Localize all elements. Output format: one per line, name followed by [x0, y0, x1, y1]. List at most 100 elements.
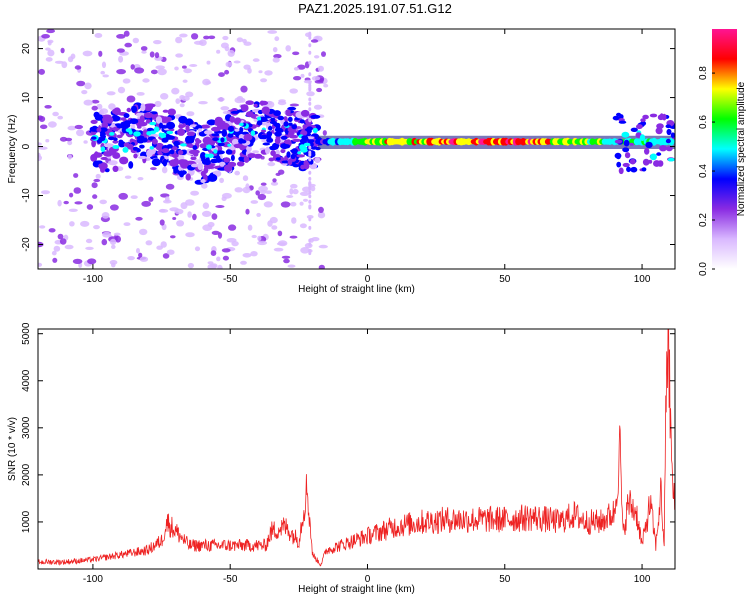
heatmap-cell — [207, 153, 214, 159]
heatmap-cell — [137, 177, 144, 181]
heatmap-cell — [60, 47, 65, 54]
heatmap-cell — [38, 142, 42, 146]
heatmap-cell — [230, 110, 240, 114]
heatmap-cell — [670, 132, 675, 138]
heatmap-cell — [185, 124, 190, 133]
heatmap-cell — [207, 261, 214, 265]
heatmap-cell — [153, 40, 162, 45]
heatmap-cell — [178, 115, 188, 124]
heatmap-cell — [51, 250, 57, 256]
heatmap-cell — [180, 143, 187, 147]
heatmap-cell — [626, 166, 631, 173]
heatmap-cell — [40, 124, 48, 130]
heatmap-cell — [109, 238, 117, 245]
heatmap-cell — [179, 170, 185, 178]
heatmap-cell — [318, 264, 325, 269]
heatmap-cell — [81, 90, 88, 95]
heatmap-cell — [616, 112, 622, 117]
heatmap-cell — [630, 127, 638, 132]
heatmap-cell — [38, 154, 42, 162]
heatmap-cell — [308, 72, 312, 77]
heatmap-cell — [221, 196, 227, 202]
heatmap-cell — [221, 129, 228, 138]
heatmap-cell — [139, 256, 149, 262]
heatmap-cell — [132, 146, 139, 151]
heatmap-cell — [287, 106, 297, 111]
heatmap-cell — [116, 134, 123, 139]
heatmap-cell — [65, 137, 73, 142]
heatmap-cell — [172, 217, 177, 220]
heatmap-cell — [227, 125, 235, 132]
heatmap-cell — [222, 255, 229, 261]
heatmap-cell — [656, 152, 662, 156]
heatmap-cell — [225, 149, 233, 155]
heatmap-cell — [112, 140, 119, 144]
heatmap-cell — [260, 100, 264, 106]
heatmap-cell — [186, 111, 195, 117]
heatmap-cell — [308, 204, 312, 209]
heatmap-cell — [299, 191, 310, 196]
heatmap-cell — [87, 258, 97, 265]
heatmap-cell — [307, 136, 315, 140]
heatmap-cell — [74, 201, 83, 205]
heatmap-cell — [292, 51, 300, 56]
heatmap-cell — [285, 109, 291, 115]
heatmap-cell — [191, 33, 199, 40]
heatmap-cell — [308, 182, 312, 187]
heatmap-cell — [205, 81, 212, 85]
heatmap-cell — [216, 256, 221, 262]
figure-title: PAZ1.2025.191.07.51.G12 — [298, 1, 452, 16]
heatmap-cell — [255, 154, 261, 159]
heatmap-cell — [165, 183, 175, 190]
heatmap-cell — [199, 39, 207, 46]
heatmap-cell — [133, 131, 141, 137]
heatmap-cell — [273, 54, 282, 59]
heatmap-cell — [92, 194, 98, 199]
heatmap-cell — [233, 117, 242, 125]
heatmap-cell — [318, 206, 324, 213]
heatmap-cell — [151, 138, 158, 145]
heatmap-cell — [116, 34, 126, 39]
heatmap-cell — [636, 124, 643, 130]
heatmap-cell — [238, 138, 245, 144]
heatmap-cell — [96, 127, 102, 133]
heatmap-cell — [665, 146, 673, 152]
heatmap-cell — [257, 116, 262, 122]
heatmap-cell — [182, 65, 187, 69]
heatmap-cell — [260, 129, 267, 133]
heatmap-cell — [139, 228, 148, 236]
heatmap-cell — [217, 142, 225, 147]
heatmap-cell — [271, 225, 278, 230]
heatmap-cell — [256, 120, 263, 126]
heatmap-cell — [67, 154, 72, 160]
heatmap-cell — [272, 143, 279, 150]
heatmap-cell — [234, 170, 240, 176]
heatmap-cell — [616, 155, 621, 160]
heatmap-cell — [194, 138, 200, 143]
heatmap-cell — [222, 35, 229, 41]
heatmap-cell — [223, 157, 230, 163]
heatmap-cell — [245, 100, 254, 105]
heatmap-cell — [210, 158, 219, 164]
heatmap-cell — [150, 167, 157, 171]
heatmap-cell — [242, 253, 252, 258]
heatmap-cell — [118, 55, 124, 63]
heatmap-cell — [210, 250, 217, 256]
heatmap-cell — [322, 130, 327, 136]
heatmap-cell — [266, 131, 273, 137]
heatmap-x-tick-label: 50 — [499, 274, 511, 285]
heatmap-cell — [308, 186, 312, 191]
heatmap-cell — [229, 116, 236, 123]
heatmap-cell — [245, 208, 250, 215]
heatmap-cell — [197, 162, 204, 171]
heatmap-cell — [308, 101, 312, 106]
heatmap-cell — [159, 219, 165, 226]
heatmap-cell — [67, 56, 74, 63]
heatmap-cell — [312, 127, 318, 134]
heatmap-cell — [207, 173, 218, 182]
heatmap-cell — [273, 110, 281, 117]
heatmap-cell — [247, 67, 252, 74]
heatmap-cell — [67, 140, 73, 146]
heatmap-cell — [64, 244, 74, 250]
heatmap-cell — [127, 256, 135, 261]
